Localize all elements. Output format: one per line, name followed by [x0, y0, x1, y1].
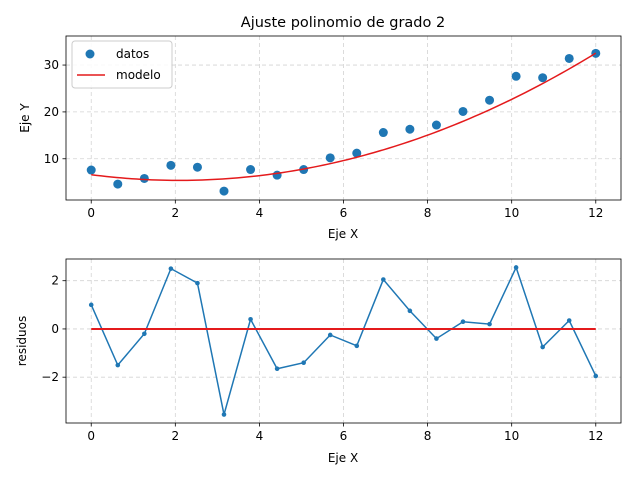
top-series — [86, 48, 601, 196]
data-point — [378, 128, 388, 138]
top-x-axis-label: Eje X — [328, 227, 358, 241]
top-x-ticks: 0 2 4 6 8 10 12 — [87, 200, 603, 220]
legend-box — [71, 40, 173, 89]
legend-label-datos: datos — [116, 47, 149, 61]
x-tick-label: 6 — [340, 429, 348, 443]
x-tick-label: 8 — [424, 429, 432, 443]
data-point — [485, 95, 495, 105]
bottom-series — [88, 265, 599, 417]
residual-point — [327, 332, 333, 338]
top-chart: Ajuste polinomio de grado 2 0 2 4 6 8 10 12 10… — [18, 15, 622, 241]
legend-label-modelo: modelo — [116, 68, 161, 82]
top-y-axis-label: Eje Y — [18, 103, 32, 133]
data-point — [431, 120, 441, 130]
residual-point — [460, 319, 466, 325]
data-point — [352, 148, 362, 158]
residual-point — [115, 362, 121, 368]
residual-point — [88, 302, 94, 308]
x-tick-label: 2 — [171, 429, 179, 443]
top-y-ticks: 10 20 30 — [44, 58, 66, 166]
data-point — [405, 124, 415, 134]
data-point — [272, 170, 282, 180]
residual-point — [407, 308, 413, 314]
data-point — [564, 53, 574, 63]
x-tick-label: 8 — [424, 206, 432, 220]
x-tick-label: 10 — [504, 206, 519, 220]
data-point — [538, 73, 548, 83]
residual-point — [248, 316, 253, 322]
data-point — [246, 165, 256, 175]
bottom-y-ticks: −2 0 2 — [41, 274, 66, 384]
data-point — [325, 153, 335, 163]
y-tick-label: −2 — [41, 370, 59, 384]
x-tick-label: 4 — [256, 429, 264, 443]
y-tick-label: 10 — [44, 152, 59, 166]
residual-point — [513, 265, 519, 270]
x-tick-label: 12 — [588, 206, 603, 220]
model-curve — [91, 52, 597, 182]
data-point — [511, 71, 521, 81]
bottom-x-axis-label: Eje X — [328, 451, 358, 465]
residual-point — [301, 360, 306, 366]
residual-point — [487, 321, 492, 327]
bottom-x-ticks: 0 2 4 6 8 10 12 — [87, 423, 603, 443]
residual-point — [434, 336, 439, 341]
y-tick-label: 2 — [51, 274, 59, 288]
x-tick-label: 0 — [87, 429, 95, 443]
residual-point — [274, 366, 280, 372]
data-point — [219, 186, 229, 196]
x-tick-label: 12 — [588, 429, 603, 443]
residual-point — [566, 318, 572, 323]
legend: datos modelo — [71, 40, 173, 89]
x-tick-label: 0 — [87, 206, 95, 220]
residual-point — [540, 344, 545, 350]
bottom-y-axis-label: residuos — [15, 316, 29, 366]
data-point — [113, 179, 123, 189]
x-tick-label: 6 — [340, 206, 348, 220]
data-point — [139, 173, 149, 183]
x-tick-label: 10 — [504, 429, 519, 443]
residual-line — [90, 265, 597, 415]
data-point — [458, 106, 468, 116]
x-tick-label: 2 — [171, 206, 179, 220]
residual-point — [381, 277, 386, 282]
residual-point — [168, 266, 174, 271]
x-tick-label: 4 — [256, 206, 264, 220]
residual-point — [195, 280, 200, 286]
y-tick-label: 20 — [44, 105, 59, 119]
y-tick-label: 30 — [44, 58, 59, 72]
data-point — [166, 160, 176, 170]
top-chart-title: Ajuste polinomio de grado 2 — [241, 15, 445, 31]
legend-marker-datos — [85, 49, 95, 59]
residual-point — [354, 343, 360, 349]
data-point — [86, 165, 96, 175]
residual-point — [221, 412, 227, 417]
y-tick-label: 0 — [51, 322, 59, 336]
bottom-chart: 0 2 4 6 8 10 12 −2 0 2 Eje X residuos — [15, 258, 622, 465]
residual-point — [142, 331, 147, 337]
residual-point — [593, 373, 599, 379]
data-point — [192, 162, 202, 172]
